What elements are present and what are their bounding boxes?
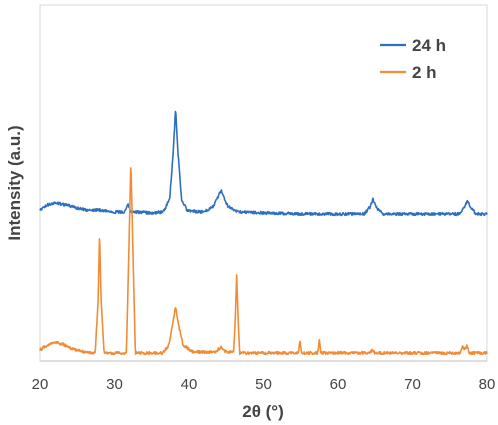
x-tick-label: 60 [330, 376, 347, 393]
legend-label-24h: 24 h [412, 36, 446, 55]
x-tick-label: 50 [255, 376, 272, 393]
x-tick-label: 40 [181, 376, 198, 393]
legend-label-2h: 2 h [412, 63, 437, 82]
x-tick-label: 30 [106, 376, 123, 393]
y-axis-title: Intensity (a.u.) [5, 125, 24, 240]
plot-area-border [39, 4, 488, 362]
series-layer [39, 110, 488, 356]
legend: 24 h 2 h [380, 36, 446, 82]
x-tick-label: 70 [404, 376, 421, 393]
x-tick-labels: 20 30 40 50 60 70 80 [32, 376, 496, 393]
x-tick-label: 80 [479, 376, 496, 393]
x-tick-label: 20 [32, 376, 49, 393]
series-line-2h [39, 167, 488, 356]
x-axis-title: 2θ (°) [242, 402, 284, 421]
series-line-24h [39, 110, 488, 217]
